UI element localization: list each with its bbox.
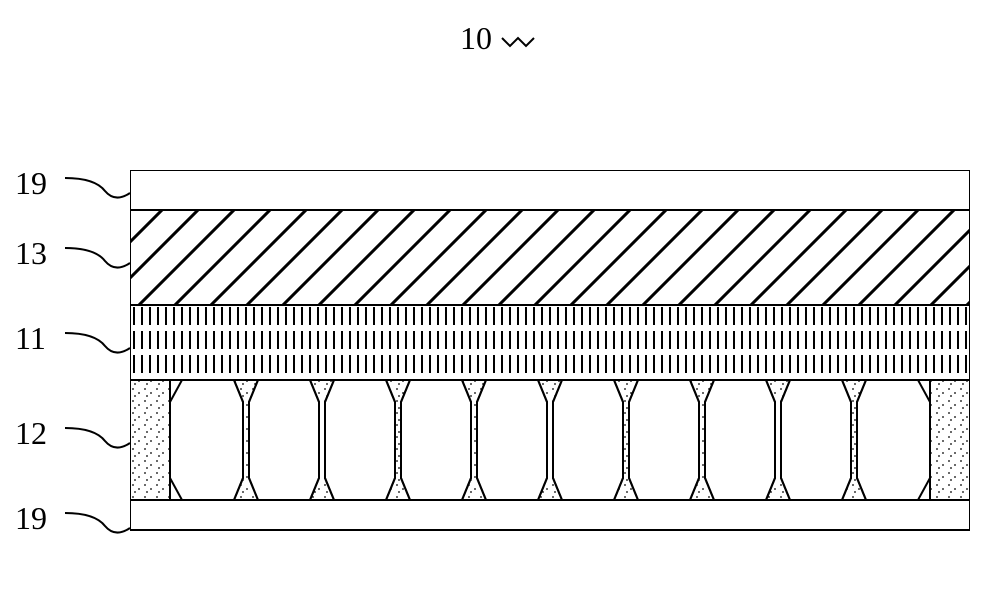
layer-13 bbox=[130, 210, 970, 305]
label-13: 13 bbox=[15, 235, 70, 272]
layer-19-top bbox=[130, 170, 970, 210]
label-12: 12 bbox=[15, 415, 70, 452]
leader-19-top bbox=[65, 173, 135, 203]
diagram-container: 10 19 13 11 12 bbox=[0, 0, 1000, 597]
layer-12 bbox=[130, 380, 970, 500]
leader-19-bottom bbox=[65, 508, 135, 538]
leader-11 bbox=[65, 328, 135, 358]
label-19-top-text: 19 bbox=[15, 165, 70, 202]
label-11-text: 11 bbox=[15, 320, 70, 357]
figure-underline-zigzag bbox=[500, 34, 540, 49]
leader-13 bbox=[65, 243, 135, 273]
layer-11 bbox=[130, 305, 970, 380]
label-19-bottom: 19 bbox=[15, 500, 70, 537]
label-11: 11 bbox=[15, 320, 70, 357]
label-19-top: 19 bbox=[15, 165, 70, 202]
figure-number-text: 10 bbox=[460, 20, 492, 56]
leader-12 bbox=[65, 423, 135, 453]
layer-19-bottom bbox=[130, 500, 970, 530]
label-19-bottom-text: 19 bbox=[15, 500, 70, 537]
figure-number: 10 bbox=[460, 20, 540, 57]
cross-section-diagram bbox=[130, 170, 970, 550]
label-12-text: 12 bbox=[15, 415, 70, 452]
label-13-text: 13 bbox=[15, 235, 70, 272]
